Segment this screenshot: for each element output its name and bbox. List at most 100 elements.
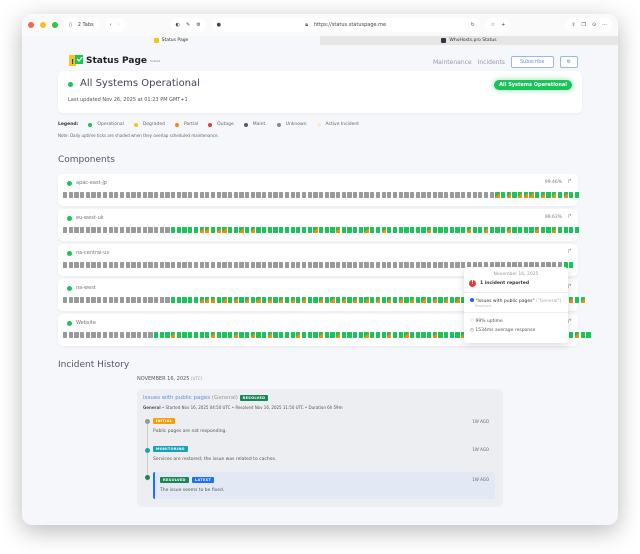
uptime-tick[interactable]	[353, 227, 358, 233]
uptime-tick[interactable]	[444, 262, 449, 268]
uptime-tick[interactable]	[125, 192, 130, 198]
uptime-tick[interactable]	[438, 227, 443, 233]
uptime-tick[interactable]	[512, 192, 517, 198]
uptime-tick[interactable]	[119, 192, 125, 198]
uptime-tick[interactable]	[569, 227, 574, 233]
uptime-tick[interactable]	[364, 227, 369, 233]
uptime-tick[interactable]	[432, 262, 437, 268]
uptime-tick[interactable]	[318, 297, 324, 303]
uptime-tick[interactable]	[193, 297, 199, 303]
uptime-tick[interactable]	[347, 227, 352, 233]
uptime-tick[interactable]	[330, 227, 335, 233]
uptime-tick[interactable]	[387, 227, 392, 233]
uptime-tick[interactable]	[563, 227, 568, 233]
uptime-tick[interactable]	[267, 192, 273, 198]
uptime-tick[interactable]	[318, 227, 324, 233]
uptime-tick[interactable]	[148, 262, 153, 268]
uptime-tick[interactable]	[569, 192, 574, 198]
uptime-tick[interactable]	[546, 262, 551, 268]
uptime-tick[interactable]	[574, 227, 580, 233]
external-link-icon[interactable]: ↱	[566, 178, 572, 185]
uptime-tick[interactable]	[580, 332, 585, 338]
uptime-tick[interactable]	[239, 227, 244, 233]
uptime-tick[interactable]	[267, 332, 273, 338]
uptime-tick[interactable]	[74, 192, 79, 198]
uptime-tick[interactable]	[358, 192, 364, 198]
uptime-tick[interactable]	[432, 227, 437, 233]
uptime-tick[interactable]	[495, 192, 500, 198]
uptime-tick[interactable]	[370, 332, 375, 338]
uptime-tick[interactable]	[290, 332, 295, 338]
uptime-tick[interactable]	[284, 192, 290, 198]
uptime-tick[interactable]	[523, 262, 528, 268]
uptime-tick[interactable]	[119, 227, 125, 233]
uptime-tick[interactable]	[68, 192, 73, 198]
uptime-tick[interactable]	[97, 297, 102, 303]
uptime-tick[interactable]	[176, 192, 182, 198]
plus-icon[interactable]: +	[501, 22, 506, 28]
shield-icon[interactable]: ◐	[175, 22, 180, 28]
uptime-tick[interactable]	[301, 332, 307, 338]
uptime-tick[interactable]	[444, 297, 449, 303]
uptime-tick[interactable]	[80, 332, 85, 338]
uptime-tick[interactable]	[222, 192, 227, 198]
uptime-tick[interactable]	[461, 262, 466, 268]
settings-button[interactable]: ⚙	[559, 56, 578, 68]
uptime-tick[interactable]	[398, 227, 403, 233]
uptime-tick[interactable]	[574, 297, 580, 303]
uptime-tick[interactable]	[193, 332, 199, 338]
uptime-tick[interactable]	[154, 332, 159, 338]
uptime-tick[interactable]	[176, 227, 182, 233]
uptime-tick[interactable]	[455, 227, 460, 233]
uptime-tick[interactable]	[347, 297, 352, 303]
uptime-tick[interactable]	[136, 192, 142, 198]
uptime-tick[interactable]	[154, 297, 159, 303]
uptime-tick[interactable]	[358, 227, 364, 233]
uptime-tick[interactable]	[489, 192, 494, 198]
uptime-tick[interactable]	[142, 297, 147, 303]
uptime-tick[interactable]	[273, 297, 278, 303]
uptime-tick[interactable]	[421, 332, 426, 338]
incident-title-link[interactable]: Issues with public pages	[143, 395, 211, 401]
uptime-tick[interactable]	[341, 227, 346, 233]
uptime-tick[interactable]	[148, 192, 153, 198]
address-bar[interactable]: ● 🔒︎ https://status.statuspage.me ↻	[211, 18, 480, 32]
uptime-tick[interactable]	[512, 262, 517, 268]
uptime-tick[interactable]	[171, 332, 176, 338]
uptime-tick[interactable]	[256, 297, 261, 303]
pen-icon[interactable]: ✎	[185, 22, 191, 28]
uptime-tick[interactable]	[182, 297, 187, 303]
uptime-tick[interactable]	[119, 262, 125, 268]
uptime-tick[interactable]	[404, 332, 409, 338]
uptime-tick[interactable]	[552, 192, 557, 198]
uptime-tick[interactable]	[569, 332, 574, 338]
uptime-tick[interactable]	[518, 262, 523, 268]
uptime-tick[interactable]	[91, 262, 96, 268]
uptime-tick[interactable]	[336, 332, 341, 338]
uptime-tick[interactable]	[381, 227, 386, 233]
uptime-tick[interactable]	[114, 297, 119, 303]
uptime-tick[interactable]	[165, 227, 170, 233]
uptime-tick[interactable]	[461, 332, 466, 338]
uptime-tick[interactable]	[245, 227, 250, 233]
uptime-tick[interactable]	[432, 332, 437, 338]
uptime-tick[interactable]	[341, 262, 346, 268]
uptime-tick[interactable]	[154, 262, 159, 268]
uptime-tick[interactable]	[330, 332, 335, 338]
uptime-tick[interactable]	[131, 192, 136, 198]
uptime-tick[interactable]	[267, 262, 273, 268]
uptime-tick[interactable]	[91, 192, 96, 198]
uptime-tick[interactable]	[387, 262, 392, 268]
uptime-tick[interactable]	[273, 332, 278, 338]
uptime-tick[interactable]	[552, 262, 557, 268]
uptime-tick[interactable]	[529, 192, 534, 198]
uptime-tick[interactable]	[529, 262, 534, 268]
uptime-tick[interactable]	[131, 227, 136, 233]
copy-icon[interactable]: ❐	[581, 22, 587, 28]
uptime-tick[interactable]	[165, 332, 170, 338]
uptime-tick[interactable]	[205, 227, 210, 233]
uptime-tick[interactable]	[125, 262, 130, 268]
uptime-tick[interactable]	[108, 262, 113, 268]
tabs-button[interactable]: ▯ 2 Tabs	[64, 18, 99, 32]
uptime-tick[interactable]	[154, 192, 159, 198]
